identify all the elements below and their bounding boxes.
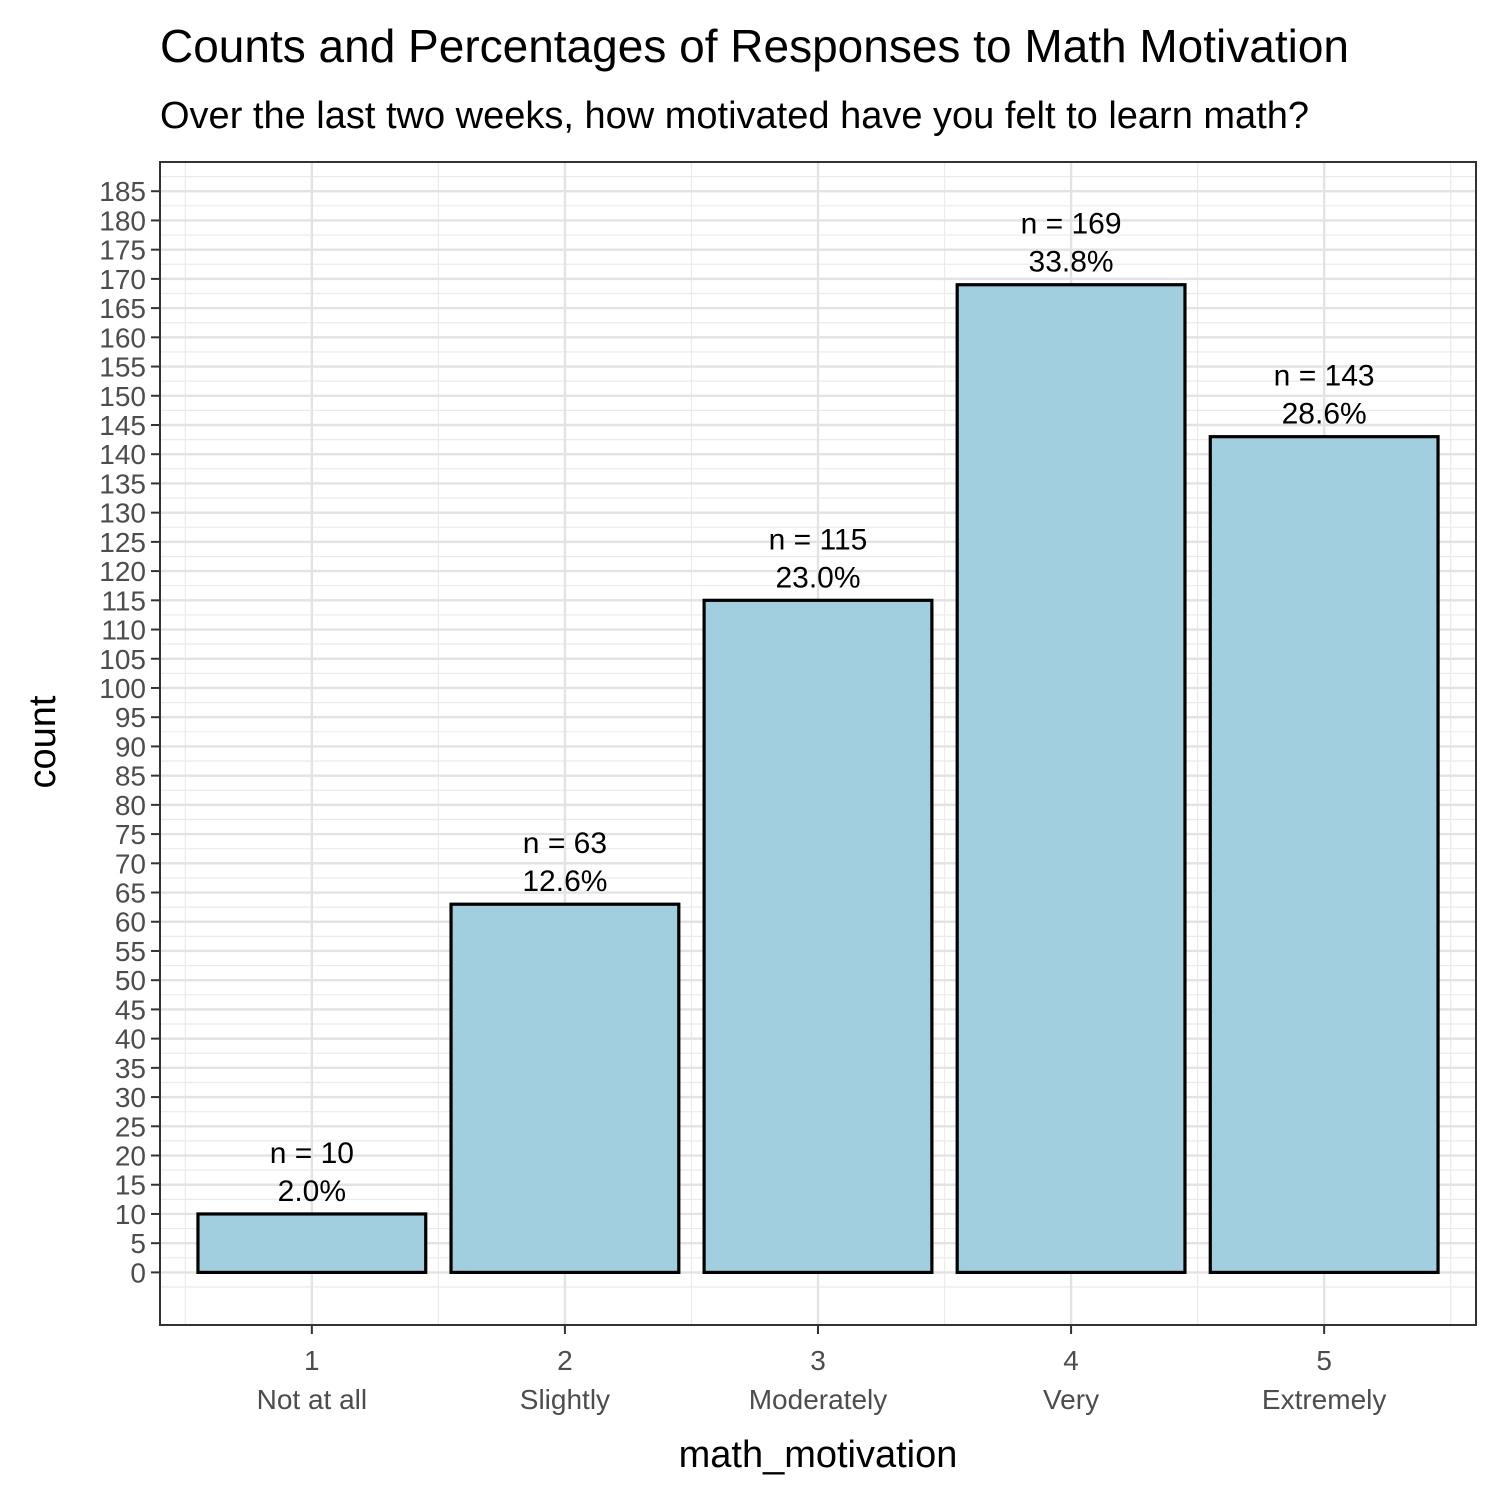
y-tick-label: 10 — [115, 1199, 146, 1230]
y-tick-label: 40 — [115, 1024, 146, 1055]
bar-1 — [196, 1212, 428, 1275]
bar-2 — [449, 902, 681, 1275]
x-tick-description: Very — [1043, 1384, 1099, 1415]
y-tick-label: 25 — [115, 1111, 146, 1142]
y-tick-label: 60 — [115, 907, 146, 938]
x-tick-label: 2 — [557, 1345, 573, 1376]
bar-count-label: n = 169 — [1021, 208, 1122, 241]
y-tick-label: 90 — [115, 731, 146, 762]
y-tick-label: 170 — [99, 264, 146, 295]
x-tick-label: 3 — [810, 1345, 826, 1376]
y-tick-label: 125 — [99, 527, 146, 558]
y-tick-label: 45 — [115, 994, 146, 1025]
x-axis-title: math_motivation — [679, 1434, 958, 1476]
y-tick-label: 50 — [115, 965, 146, 996]
y-tick-label: 5 — [130, 1228, 146, 1259]
x-tick-description: Extremely — [1262, 1384, 1386, 1415]
y-tick-label: 65 — [115, 878, 146, 909]
y-tick-label: 15 — [115, 1170, 146, 1201]
bar-percent-label: 2.0% — [278, 1175, 346, 1208]
bar-count-label: n = 63 — [523, 827, 607, 860]
y-tick-label: 75 — [115, 819, 146, 850]
y-tick-label: 85 — [115, 761, 146, 792]
chart-subtitle: Over the last two weeks, how motivated h… — [160, 95, 1309, 137]
y-tick-label: 145 — [99, 410, 146, 441]
bar-count-label: n = 10 — [270, 1137, 354, 1170]
bar-percent-label: 28.6% — [1282, 398, 1367, 431]
bar-4 — [955, 283, 1187, 1275]
y-tick-label: 175 — [99, 235, 146, 266]
bar-percent-label: 12.6% — [522, 865, 607, 898]
y-tick-label: 80 — [115, 790, 146, 821]
y-tick-label: 105 — [99, 644, 146, 675]
y-tick-label: 160 — [99, 322, 146, 353]
y-tick-label: 120 — [99, 556, 146, 587]
bar-5 — [1208, 435, 1440, 1275]
y-tick-label: 115 — [101, 585, 146, 616]
y-tick-label: 70 — [115, 848, 146, 879]
bar-3 — [702, 598, 934, 1275]
bar-percent-label: 33.8% — [1029, 246, 1114, 279]
x-tick-label: 5 — [1316, 1345, 1332, 1376]
x-tick-description: Moderately — [749, 1384, 888, 1415]
bar-count-label: n = 115 — [769, 523, 868, 556]
x-tick-label: 4 — [1063, 1345, 1079, 1376]
y-tick-label: 35 — [115, 1053, 146, 1084]
plot-area: n = 10 2.0% n = 63 12.6% n = 115 23.0% n = 169… — [99, 161, 1477, 1415]
y-tick-label: 30 — [115, 1082, 146, 1113]
y-tick-label: 130 — [99, 498, 146, 529]
y-tick-label: 100 — [99, 673, 146, 704]
x-tick-label: 1 — [304, 1345, 320, 1376]
y-tick-label: 55 — [115, 936, 146, 967]
y-tick-label: 20 — [115, 1141, 146, 1172]
y-tick-label: 110 — [101, 615, 146, 646]
y-axis-title: count — [22, 695, 64, 788]
y-tick-label: 165 — [99, 293, 146, 324]
y-tick-label: 140 — [99, 439, 146, 470]
chart-title: Counts and Percentages of Responses to M… — [160, 20, 1349, 72]
bar-count-label: n = 143 — [1274, 360, 1375, 393]
y-tick-label: 180 — [99, 205, 146, 236]
bar-percent-label: 23.0% — [775, 561, 860, 594]
y-tick-label: 95 — [115, 702, 146, 733]
y-tick-label: 135 — [99, 468, 146, 499]
y-tick-label: 150 — [99, 381, 146, 412]
y-tick-label: 155 — [99, 352, 146, 383]
x-tick-description: Slightly — [520, 1384, 610, 1415]
y-tick-label: 0 — [130, 1257, 146, 1288]
y-tick-label: 185 — [99, 176, 146, 207]
x-tick-description: Not at all — [257, 1384, 368, 1415]
